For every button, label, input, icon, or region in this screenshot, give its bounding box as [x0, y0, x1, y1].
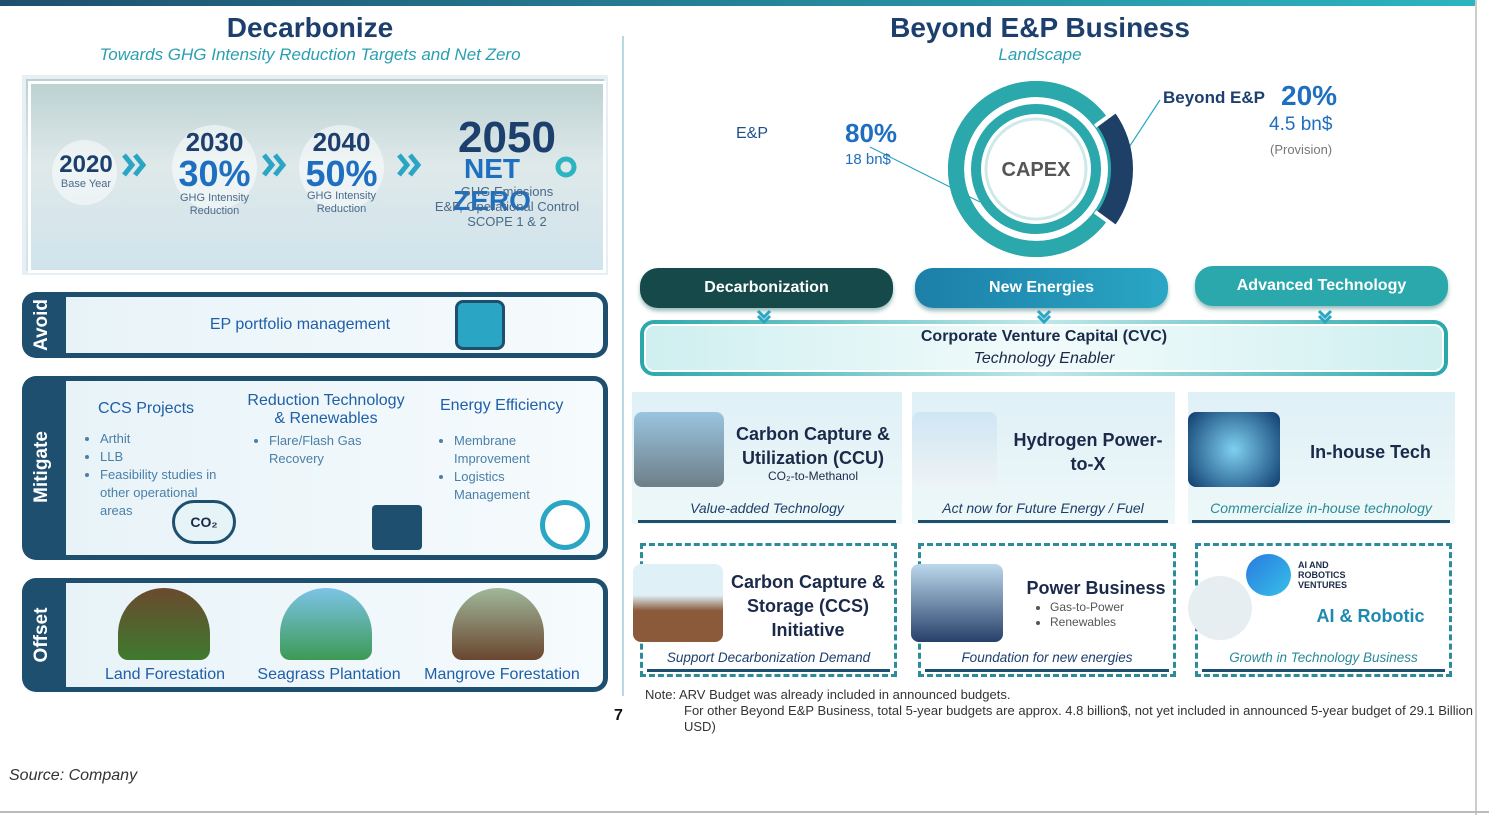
caption: E&P, Operational Control [412, 200, 602, 213]
list: Membrane Improvement Logistics Managemen… [440, 432, 574, 504]
left-subtitle: Towards GHG Intensity Reduction Targets … [20, 45, 600, 65]
offset-item: Land Forestation [90, 666, 240, 684]
photo [1188, 412, 1280, 487]
frame-edge [1475, 0, 1477, 815]
segment-share: 80% [845, 118, 897, 149]
card-title: AI & Robotic [1293, 604, 1448, 628]
right-subtitle: Landscape [840, 45, 1240, 65]
caption: Base Year [48, 178, 124, 191]
down-chevrons [640, 308, 1448, 324]
source: Source: Company [9, 767, 137, 785]
caption: GHG Emissions [412, 185, 602, 198]
item: Gas-to-Power [1050, 600, 1190, 615]
card-title: Power Business [1016, 576, 1176, 600]
top-bar [0, 0, 1475, 6]
capex-label: CAPEX [1002, 159, 1072, 181]
card-title: Carbon Capture & Storage (CCS) Initiativ… [723, 570, 893, 642]
note-line: For other Beyond E&P Business, total 5-y… [684, 703, 1474, 735]
item: Membrane Improvement [454, 432, 574, 468]
segment-name: E&P [736, 125, 768, 143]
list: Gas-to-Power Renewables [1036, 600, 1190, 630]
photo [634, 412, 724, 487]
photo [911, 564, 1003, 642]
card: Carbon Capture & Storage (CCS) Initiativ… [640, 543, 897, 677]
divider [622, 36, 624, 696]
cvc-subtitle: Technology Enabler [640, 350, 1448, 368]
segment-amount: 4.5 bn$ [1269, 114, 1332, 136]
item: Renewables [1050, 615, 1190, 630]
caption: GHG Intensity Reduction [294, 190, 389, 216]
card-footer: Commercialize in-house technology [1192, 500, 1450, 523]
band-label: Avoid [31, 265, 53, 385]
caption: SCOPE 1 & 2 [412, 215, 602, 228]
frame-bottom [0, 811, 1489, 813]
chevron [124, 155, 132, 175]
card: Hydrogen Power-to-X Act now for Future E… [912, 392, 1175, 524]
pillar: Advanced Technology [1195, 266, 1448, 306]
pillar: Decarbonization [640, 268, 893, 308]
card: Power Business Gas-to-Power Renewables F… [918, 543, 1176, 677]
pillar: New Energies [915, 268, 1168, 308]
target: 50% [289, 153, 394, 195]
card-footer: Foundation for new energies [925, 650, 1169, 672]
card: AI AND ROBOTICS VENTURES AI & Robotic Gr… [1195, 543, 1452, 677]
left-title: Decarbonize [20, 12, 600, 44]
card-title: Carbon Capture & Utilization (CCU) [728, 422, 898, 470]
chevron [410, 155, 418, 175]
card-title: Hydrogen Power-to-X [1008, 428, 1168, 476]
card-footer: Support Decarbonization Demand [647, 650, 890, 672]
page: {"left":{"title":"Decarbonize","subtitle… [0, 0, 1489, 815]
logo-text: AI AND ROBOTICS VENTURES [1298, 560, 1358, 590]
card-footer: Act now for Future Energy / Fuel [918, 500, 1168, 523]
card-title: In-house Tech [1288, 440, 1453, 464]
column-heading: Energy Efficiency [440, 397, 563, 415]
co2-icon: CO₂ [172, 500, 236, 544]
avoid-text: EP portfolio management [120, 316, 480, 334]
segment-share: 20% [1281, 80, 1337, 112]
item: Arthit [100, 430, 220, 448]
band-label: Mitigate [31, 407, 53, 527]
band-label: Offset [31, 575, 53, 695]
chevron [275, 155, 283, 175]
chevron [135, 155, 143, 175]
item: LLB [100, 448, 220, 466]
offset-item: Seagrass Plantation [250, 666, 408, 684]
right-title: Beyond E&P Business [840, 12, 1240, 44]
card: Carbon Capture & Utilization (CCU) CO₂-t… [632, 392, 902, 524]
column-heading: Reduction Technology & Renewables [240, 392, 412, 428]
target: 30% [162, 153, 267, 195]
year: 2020 [48, 151, 124, 179]
card: In-house Tech Commercialize in-house tec… [1188, 392, 1455, 524]
cvc-title: Corporate Venture Capital (CVC) [640, 328, 1448, 346]
photo [912, 412, 997, 487]
segment-amount: 18 bn$ [845, 151, 891, 168]
segment-note: (Provision) [1270, 142, 1332, 157]
card-footer: Value-added Technology [638, 500, 896, 523]
milestone-banner: 2020 Base Year 2030 30% GHG Intensity Re… [22, 75, 608, 275]
logo-mark [1246, 554, 1291, 596]
caption: GHG Intensity Reduction [167, 192, 262, 218]
note-line: Note: ARV Budget was already included in… [645, 687, 1010, 702]
segment-name: Beyond E&P [1163, 88, 1265, 108]
drone-photo [1188, 576, 1252, 640]
chevron [399, 155, 407, 175]
offset-item: Mangrove Forestation [418, 666, 586, 684]
energy-icon [540, 500, 590, 550]
photo [633, 564, 723, 642]
card-footer: Growth in Technology Business [1202, 650, 1445, 672]
page-number: 7 [614, 707, 623, 725]
solar-icon [372, 505, 422, 550]
card-detail: CO₂-to-Methanol [728, 469, 898, 483]
column-heading: CCS Projects [98, 400, 194, 418]
item: Logistics Management [454, 468, 574, 504]
list: Flare/Flash Gas Recovery [255, 432, 399, 468]
item: Flare/Flash Gas Recovery [269, 432, 399, 468]
folder-icon [455, 300, 505, 350]
